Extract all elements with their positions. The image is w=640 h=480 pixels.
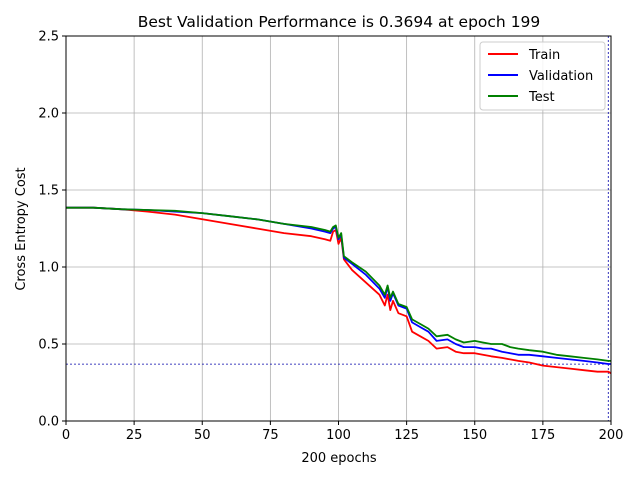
y-tick-label: 2.0 [38, 107, 59, 122]
x-tick-label: 75 [262, 428, 279, 443]
best-markers [66, 36, 611, 421]
x-tick-label: 125 [394, 428, 419, 443]
y-tick-label: 1.5 [38, 184, 59, 199]
x-tick-label: 150 [462, 428, 487, 443]
x-tick-label: 200 [599, 428, 624, 443]
legend: Train Validation Test [479, 41, 606, 111]
legend-label-train: Train [528, 48, 560, 63]
x-tick-label: 175 [530, 428, 555, 443]
y-tick-label: 1.0 [38, 261, 59, 276]
series-lines [66, 206, 612, 375]
x-tick-label: 50 [194, 428, 211, 443]
chart-title: Best Validation Performance is 0.3694 at… [138, 13, 541, 31]
y-tick-label: 0.0 [38, 415, 59, 430]
legend-label-test: Test [528, 90, 555, 105]
y-ticks: 0.0 0.5 1.0 1.5 2.0 2.5 [38, 30, 66, 430]
y-tick-label: 0.5 [38, 338, 59, 353]
legend-label-validation: Validation [529, 69, 593, 84]
y-tick-label: 2.5 [38, 30, 59, 45]
y-axis-label: Cross Entropy Cost [14, 167, 29, 290]
x-tick-label: 100 [326, 428, 351, 443]
x-tick-label: 0 [62, 428, 70, 443]
x-tick-label: 25 [126, 428, 143, 443]
series-line-train [66, 206, 612, 375]
series-line-test [66, 206, 611, 362]
legend-frame [479, 41, 606, 111]
x-axis-label: 200 epochs [301, 451, 377, 466]
x-ticks: 0 25 50 75 100 125 150 175 200 [62, 421, 624, 443]
